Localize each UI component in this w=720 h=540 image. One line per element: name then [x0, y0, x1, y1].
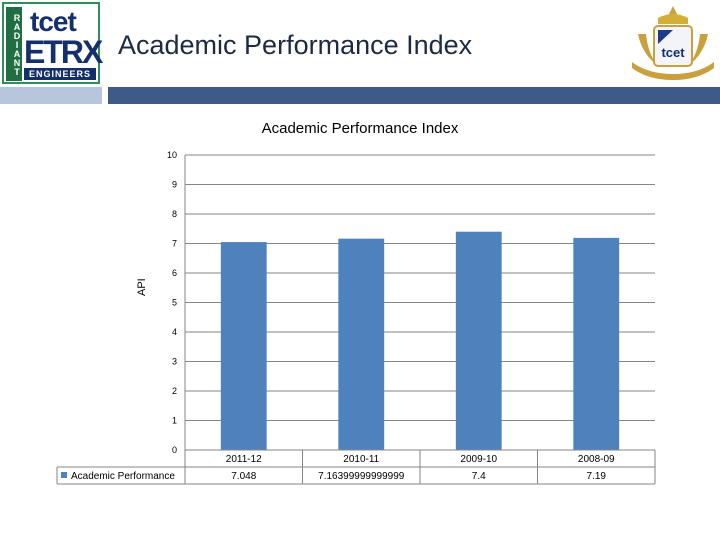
data-table: 2011-12 7.048 2010-11 7.16399999999999 2009-… [56, 449, 656, 485]
bar-2011-12 [220, 242, 267, 450]
x-category-label: 2011-12 [226, 454, 262, 465]
legend-series-name: Academic Performance [71, 471, 175, 482]
y-tick-label: 0 [172, 445, 177, 455]
y-tick-label: 2 [172, 386, 177, 396]
bar-2009-10 [455, 231, 502, 450]
tcet-crest-logo: tcet [632, 6, 714, 80]
header-bar-right [108, 87, 720, 104]
header-bar-left [0, 87, 102, 104]
bar-2010-11 [338, 238, 385, 450]
x-category-label: 2008-09 [578, 454, 615, 465]
y-tick-label: 7 [172, 239, 177, 249]
chart-bars [220, 231, 620, 450]
table-value-cell: 7.048 [231, 471, 256, 482]
legend-swatch [61, 472, 67, 478]
y-tick-label: 4 [172, 327, 177, 337]
y-tick-label: 6 [172, 268, 177, 278]
logo-dept-text: ETRX [24, 34, 103, 70]
crest-brand-text: tcet [661, 45, 685, 60]
logo-tagline: ENGINEERS [24, 68, 96, 80]
logo-vertical-text: RADIANT [6, 7, 22, 81]
bar-2008-09 [573, 237, 620, 450]
y-tick-label: 9 [172, 180, 177, 190]
table-value-cell: 7.4 [472, 471, 486, 482]
y-tick-label: 10 [167, 150, 177, 160]
y-tick-labels: 0 1 2 3 4 5 6 7 8 9 10 [167, 150, 177, 455]
tcet-etrx-logo: RADIANT tcet ETRX ENGINEERS [2, 2, 103, 84]
chart-title: Academic Performance Index [261, 120, 459, 137]
y-tick-label: 8 [172, 209, 177, 219]
x-category-label: 2010-11 [343, 454, 379, 465]
y-tick-label: 5 [172, 298, 177, 308]
logo-brand-text: tcet [30, 6, 77, 37]
page-title: Academic Performance Index [118, 30, 473, 60]
x-category-label: 2009-10 [460, 454, 497, 465]
table-value-cell: 7.19 [587, 471, 607, 482]
crest-icon [632, 6, 714, 80]
y-tick-label: 3 [172, 357, 177, 367]
table-value-cell: 7.16399999999999 [318, 471, 405, 482]
y-tick-label: 1 [172, 416, 177, 426]
